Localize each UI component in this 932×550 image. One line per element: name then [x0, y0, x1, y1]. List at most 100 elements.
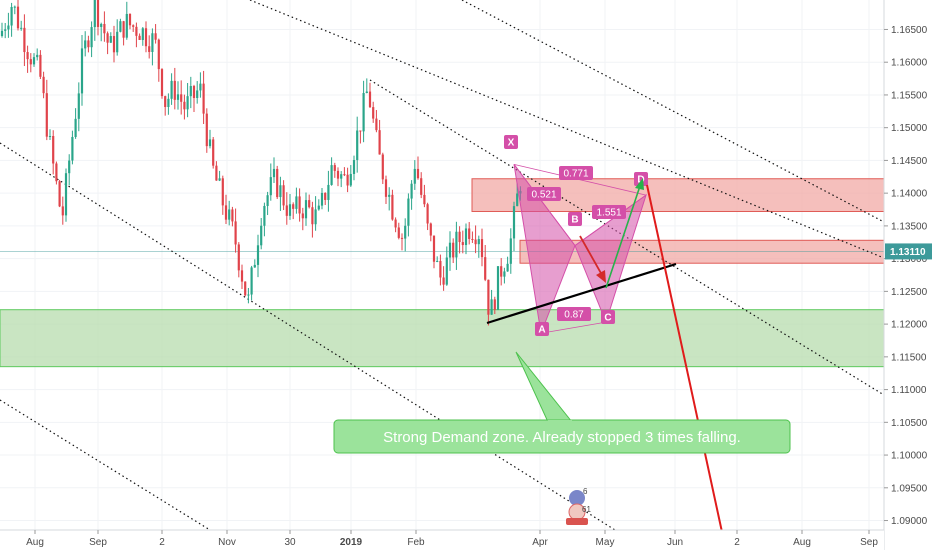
candle-up [330, 165, 333, 185]
point-label-C: C [604, 313, 611, 324]
candle-down [432, 235, 436, 262]
candle-up [512, 206, 516, 239]
candle-up [260, 225, 263, 246]
demand-zone [0, 309, 885, 368]
candle-down [148, 46, 151, 52]
candle-up [208, 139, 212, 147]
candle-down [429, 223, 432, 236]
candle-up [116, 31, 119, 53]
support-trendline [486, 262, 677, 325]
y-tick-label: 1.13500 [891, 221, 928, 232]
candle-down [103, 23, 106, 34]
candle-up [503, 271, 506, 277]
ratio-line-xb [513, 164, 576, 246]
zones [0, 178, 885, 368]
y-axis-bg [884, 0, 932, 550]
candle-down [394, 219, 397, 228]
candle-up [199, 83, 202, 91]
ratio-line-ac [540, 321, 607, 334]
candle-down [416, 168, 420, 179]
candle-down [397, 227, 400, 238]
y-tick-label: 1.12000 [891, 320, 928, 331]
candle-down [96, 0, 100, 27]
candle-down [384, 179, 388, 197]
candle-down [381, 154, 384, 180]
candle-down [240, 270, 244, 282]
candle-up [48, 136, 52, 138]
point-label-A: A [538, 325, 545, 336]
candle-down [282, 185, 285, 206]
candle-up [320, 192, 324, 206]
candle-down [391, 194, 394, 220]
candle-down [23, 27, 26, 53]
candle-down [346, 174, 349, 186]
x-tick-label: Aug [793, 537, 811, 548]
candle-down [487, 279, 490, 315]
candle-up [352, 160, 356, 174]
point-badge-C [601, 310, 615, 324]
candle-up [506, 263, 509, 272]
candle-up [317, 205, 320, 210]
candle-up [413, 168, 416, 184]
y-tick-label: 1.09000 [891, 516, 928, 527]
candle-up [218, 178, 221, 181]
candle-down [301, 213, 304, 219]
candle-down [173, 80, 176, 100]
candle-down [135, 26, 138, 36]
point-badge-A [535, 322, 549, 336]
candle-down [474, 239, 477, 245]
candle-up [516, 193, 519, 207]
candle-down [202, 83, 205, 114]
candle-up [100, 23, 103, 27]
candle-down [324, 192, 327, 200]
ratio-badge [557, 307, 591, 321]
candle-up [436, 260, 439, 262]
candle-up [509, 238, 512, 264]
candle-up [125, 13, 128, 38]
candle-up [314, 209, 317, 225]
candle-down [144, 28, 148, 47]
candle-up [186, 96, 189, 110]
point-label-D: D [637, 175, 644, 186]
arrow-up-line [605, 185, 641, 289]
candle-up [407, 198, 410, 226]
candle-down [292, 204, 295, 209]
candle-up [288, 204, 292, 216]
y-tick-label: 1.16500 [891, 25, 928, 36]
x-tick-label: May [596, 537, 615, 548]
candle-down [426, 204, 429, 224]
candle-down [164, 96, 167, 108]
candle-down [183, 101, 186, 110]
candle-down [375, 118, 378, 131]
y-tick-label: 1.15500 [891, 90, 928, 101]
x-tick-label: 2019 [340, 537, 363, 548]
candle-down [157, 39, 160, 70]
candle-down [16, 6, 20, 29]
candle-up [362, 93, 365, 132]
candle-down [484, 257, 487, 280]
current-price-tag [885, 243, 932, 260]
candle-down [372, 107, 375, 119]
current-price-label: 1.13110 [890, 247, 926, 258]
y-tick-label: 1.09500 [891, 483, 928, 494]
candle-down [458, 231, 461, 243]
candle-up [13, 6, 16, 8]
x-tick-label: Sep [860, 537, 878, 548]
candle-down [112, 36, 116, 53]
candle-down [180, 94, 183, 102]
arrow-up-head [635, 178, 644, 190]
y-tick-label: 1.14000 [891, 189, 928, 200]
candle-down [192, 86, 196, 99]
ratio-badge [527, 187, 561, 201]
candle-down [336, 170, 340, 179]
candle-down [221, 178, 224, 206]
y-tick-label: 1.11000 [891, 385, 927, 396]
candle-up [349, 173, 352, 186]
annotations: Strong Demand zone. Already stopped 3 ti… [333, 178, 791, 533]
candle-up [448, 242, 452, 258]
x-axis-bg [0, 530, 884, 550]
candle-up [68, 160, 71, 174]
candle-down [468, 228, 471, 239]
candle-down [333, 165, 336, 171]
